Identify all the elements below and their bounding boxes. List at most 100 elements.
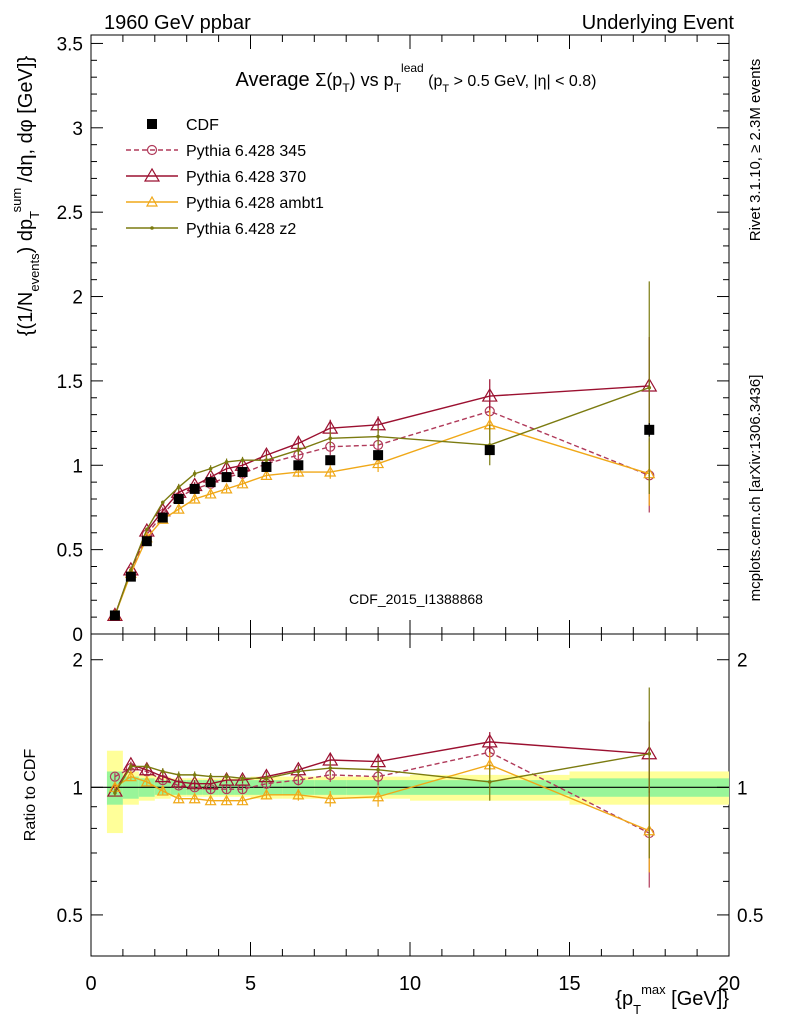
ratio-point-pythia-6-428-370 [138,761,155,776]
ratio-point-pythia-6-428-z2 [240,776,245,781]
main-point-pythia-6-428-z2 [208,466,213,471]
mcplots-label: mcplots.cern.ch [arXiv:1306.3436] [747,375,764,602]
ratio-point-pythia-6-428-370 [154,768,171,783]
ratio-point-pythia-6-428-ambt1 [372,790,385,802]
main-point-pythia-6-428-z2 [296,448,301,452]
ratio-point-pythia-6-428-370 [202,775,219,790]
main-point-pythia-6-428-z2 [145,527,149,532]
main-point-cdf [157,512,168,523]
x-tick-label: 5 [245,973,256,995]
legend-item-pythia-6-428-ambt1: Pythia 6.428 ambt1 [126,195,324,212]
main-point-cdf [373,450,384,461]
main-y-tick-label: 2 [72,288,83,309]
ratio-series-pythia-6-428-z2 [113,687,652,859]
main-point-cdf [125,571,136,582]
legend-marker [150,226,154,230]
main-point-pythia-6-428-370 [138,522,155,537]
main-y-axis-label: {(1/Nevents) dpTsum /dη, dφ [GeV]} [9,56,42,337]
ratio-point-pythia-6-428-z2 [208,774,213,779]
ratio-point-pythia-6-428-ambt1 [124,770,137,782]
main-point-pythia-6-428-ambt1 [372,457,385,469]
ratio-point-pythia-6-428-ambt1 [324,792,337,804]
main-point-cdf [644,424,655,435]
main-point-pythia-6-428-z2 [176,485,181,490]
main-point-cdf [293,460,304,471]
main-point-cdf [189,483,200,494]
legend-label: CDF [186,117,219,134]
legend-label: Pythia 6.428 345 [186,143,306,160]
legend-item-cdf: CDF [147,117,219,134]
ratio-point-pythia-6-428-ambt1 [236,794,249,806]
ratio-point-pythia-6-428-ambt1 [260,788,273,800]
legend-marker [147,119,157,129]
ratio-point-pythia-6-428-z2 [328,766,333,770]
main-y-tick-label: 0 [72,625,83,646]
x-tick-label: 20 [718,973,740,995]
ratio-point-pythia-6-428-370 [218,771,235,786]
ratio-point-pythia-6-428-z2 [145,764,149,769]
main-point-pythia-6-428-z2 [328,436,333,441]
legend-marker [146,144,158,156]
ratio-point-pythia-6-428-z2 [264,776,269,781]
legend: CDF Pythia 6.428 345 Pythia 6.428 370 Pythi… [126,117,324,238]
ratio-y-tick-label: 0.5 [57,906,83,927]
ratio-point-pythia-6-428-z2 [296,769,301,774]
ratio-point-pythia-6-428-370 [122,756,139,771]
main-point-pythia-6-428-z2 [224,460,229,464]
ratio-point-pythia-6-428-ambt1 [172,792,185,804]
main-point-pythia-6-428-ambt1 [204,487,217,499]
main-point-cdf [221,472,232,483]
ratio-point-pythia-6-428-z2 [192,773,197,777]
main-point-cdf [173,494,184,505]
main-point-pythia-6-428-370 [481,387,498,402]
ratio-y-axis-label: Ratio to CDF [22,749,39,842]
ratio-point-pythia-6-428-ambt1 [204,794,217,806]
main-point-cdf [141,536,152,547]
x-axis-label: {pTmax [GeV]} [615,982,729,1017]
main-point-cdf [205,477,216,488]
ratio-point-pythia-6-428-z2 [176,773,181,777]
x-tick-label: 15 [558,973,580,995]
ratio-point-pythia-6-428-z2 [487,780,492,784]
main-point-pythia-6-428-ambt1 [172,502,185,514]
main-point-cdf [484,445,495,456]
main-point-pythia-6-428-z2 [129,568,133,572]
ratio-y-tick-label-right: 2 [737,651,748,672]
legend-item-pythia-6-428-z2: Pythia 6.428 z2 [126,221,296,238]
x-tick-label: 10 [399,973,421,995]
main-series-pythia-6-428-345 [109,392,655,621]
ratio-point-pythia-6-428-z2 [129,764,133,769]
main-point-pythia-6-428-z2 [160,500,165,505]
legend-marker [143,167,161,182]
main-y-tick-label: 3.5 [57,34,83,55]
main-point-pythia-6-428-z2 [264,458,269,463]
ratio-point-pythia-6-428-z2 [113,791,117,795]
ratio-point-pythia-6-428-z2 [376,767,380,772]
main-y-tick-label: 0.5 [57,541,83,562]
ratio-y-tick-label-right: 1 [737,778,748,799]
main-point-pythia-6-428-z2 [647,385,652,390]
legend-label: Pythia 6.428 z2 [186,221,296,238]
legend-item-pythia-6-428-345: Pythia 6.428 345 [126,143,306,160]
ratio-point-pythia-6-428-ambt1 [220,794,233,806]
main-point-cdf [325,455,336,466]
ratio-point-pythia-6-428-ambt1 [188,792,201,804]
ratio-point-pythia-6-428-ambt1 [292,788,305,800]
main-point-pythia-6-428-ambt1 [220,482,233,494]
main-point-pythia-6-428-ambt1 [292,465,305,477]
legend-label: Pythia 6.428 370 [186,169,306,186]
header-left: 1960 GeV ppbar [104,12,251,34]
header-right: Underlying Event [582,12,735,34]
legend-label: Pythia 6.428 ambt1 [186,195,324,212]
main-point-cdf [237,467,248,478]
x-tick-label: 0 [85,973,96,995]
main-point-pythia-6-428-ambt1 [260,469,273,480]
ratio-point-pythia-6-428-ambt1 [156,784,169,796]
ratio-point-pythia-6-428-z2 [647,751,652,756]
main-point-pythia-6-428-ambt1 [324,465,337,477]
ratio-point-pythia-6-428-ambt1 [140,775,153,787]
main-y-tick-label: 3 [72,119,83,140]
ratio-y-tick-label-right: 0.5 [737,906,763,927]
main-point-pythia-6-428-z2 [240,458,245,463]
